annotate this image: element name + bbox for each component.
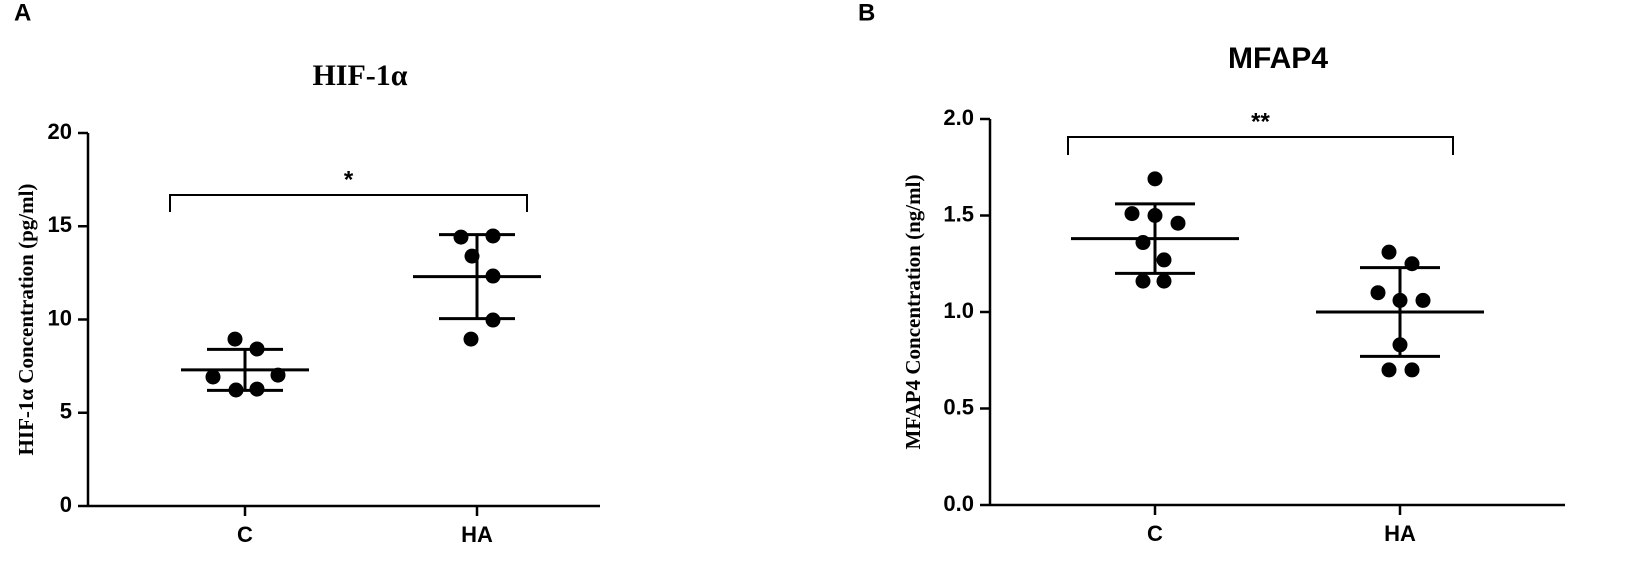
data-point bbox=[1404, 362, 1420, 378]
y-axis-label: MFAP4 Concentration (ng/ml) bbox=[901, 175, 925, 450]
data-point bbox=[463, 331, 479, 347]
x-tick-label: HA bbox=[1384, 521, 1416, 546]
significance-bracket bbox=[1067, 136, 1454, 155]
panel-label: B bbox=[858, 0, 875, 26]
y-tick-label: 10 bbox=[48, 305, 72, 330]
y-tick-label: 0 bbox=[60, 492, 72, 517]
significance-bracket bbox=[169, 194, 528, 212]
y-tick-label: 5 bbox=[60, 399, 72, 424]
y-tick-label: 0.0 bbox=[943, 491, 974, 516]
data-point bbox=[205, 369, 221, 385]
y-tick-label: 20 bbox=[48, 119, 72, 144]
data-point bbox=[1381, 362, 1397, 378]
y-tick-label: 15 bbox=[48, 212, 72, 237]
data-point bbox=[1124, 206, 1140, 222]
data-point bbox=[1156, 252, 1172, 268]
y-tick-label: 0.5 bbox=[943, 394, 974, 419]
x-tick-label: C bbox=[1147, 521, 1163, 546]
y-tick-label: 1.5 bbox=[943, 201, 974, 226]
data-point bbox=[453, 229, 469, 245]
chart-title: MFAP4 bbox=[1228, 42, 1328, 75]
x-tick-label: HA bbox=[461, 522, 493, 547]
data-point bbox=[1170, 215, 1186, 231]
significance-label: * bbox=[344, 166, 354, 193]
data-point bbox=[1381, 244, 1397, 260]
chart-title: HIF-1α bbox=[312, 59, 407, 92]
y-tick-label: 1.0 bbox=[943, 298, 974, 323]
data-point bbox=[227, 331, 243, 347]
data-point bbox=[1147, 171, 1163, 187]
data-point bbox=[1156, 273, 1172, 289]
significance-label: ** bbox=[1251, 108, 1270, 135]
panel-label: A bbox=[14, 0, 31, 26]
y-tick-label: 2.0 bbox=[943, 105, 974, 130]
data-point bbox=[1370, 285, 1386, 301]
data-point bbox=[1135, 273, 1151, 289]
x-tick-label: C bbox=[237, 522, 253, 547]
data-point bbox=[1415, 292, 1431, 308]
y-axis-label: HIF-1α Concentration (pg/ml) bbox=[14, 184, 38, 456]
